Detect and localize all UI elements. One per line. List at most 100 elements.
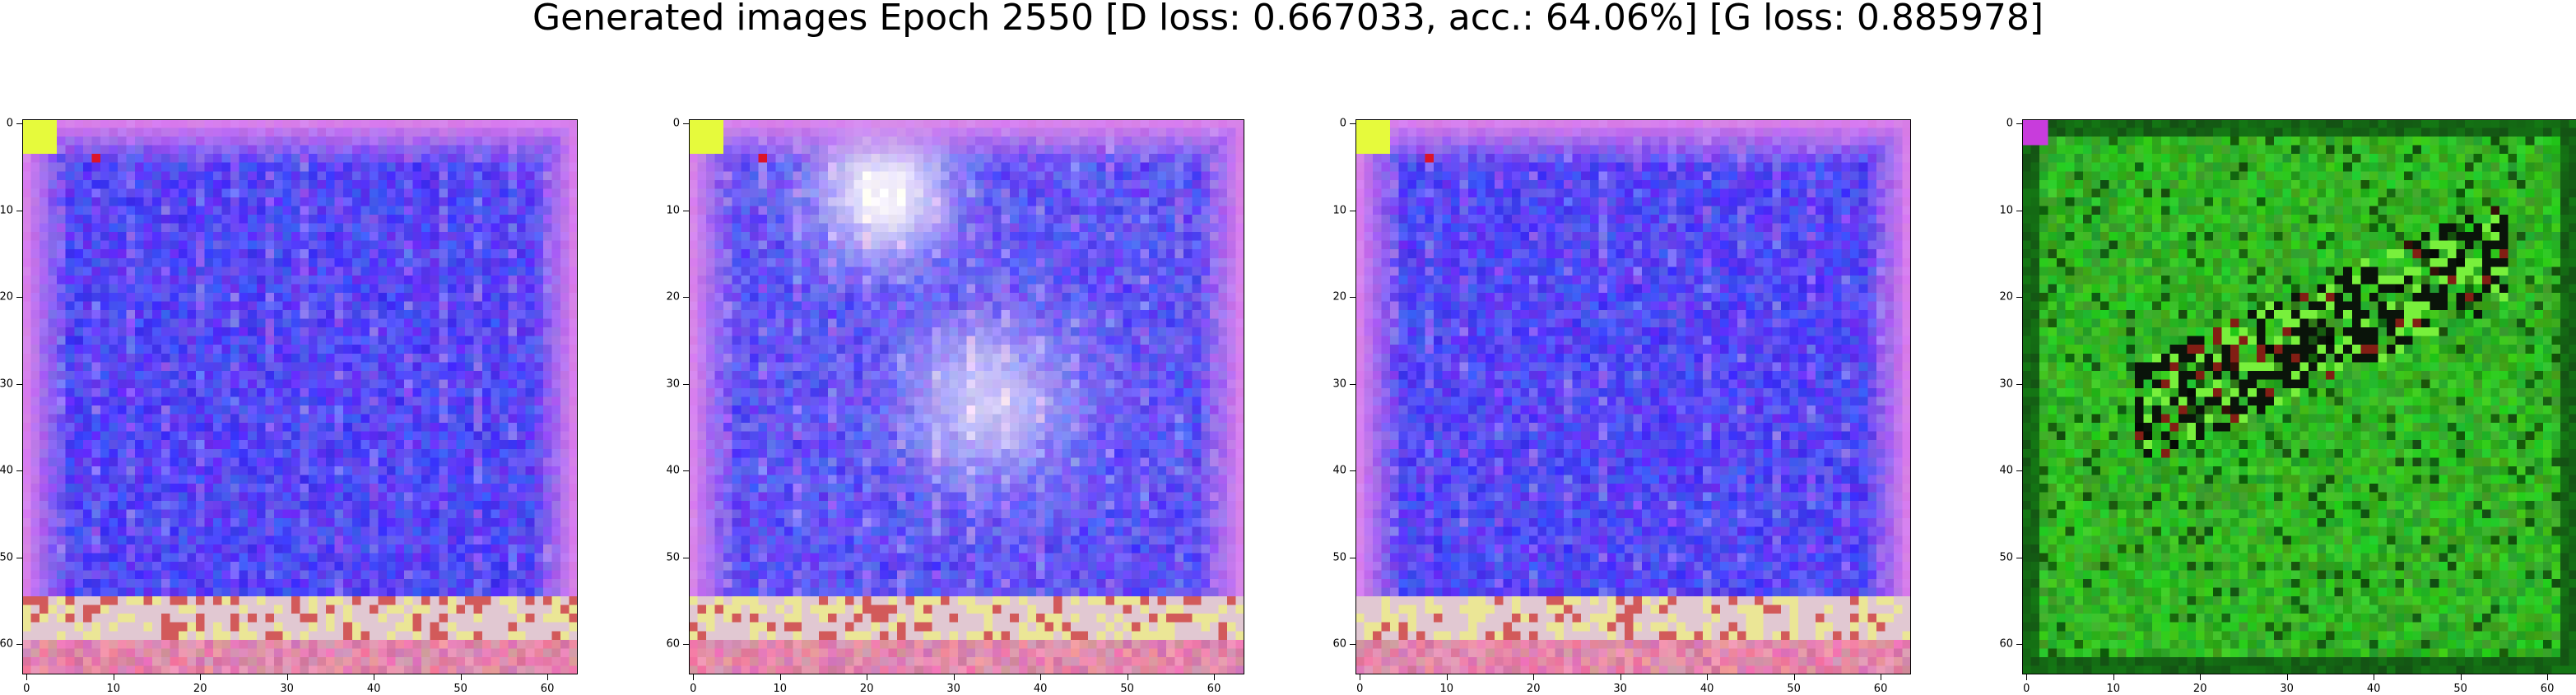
y-tick-mark [683, 383, 689, 385]
x-tick-label: 60 [540, 683, 555, 695]
x-tick-label: 20 [1526, 683, 1541, 695]
generated-image-3-pixels [1355, 119, 1911, 674]
y-tick-label: 60 [0, 637, 13, 651]
y-tick-mark [683, 470, 689, 472]
generated-image-2: 0 10 20 30 40 50 60 0 10 20 30 40 50 60 [666, 118, 1244, 694]
y-tick-label: 50 [0, 551, 13, 564]
y-tick-mark [2016, 383, 2022, 385]
x-tick-mark [547, 674, 549, 680]
y-tick-label: 30 [1332, 378, 1346, 391]
y-tick-mark [1350, 383, 1355, 385]
x-tick-label: 30 [2280, 683, 2294, 695]
y-tick-label: 10 [1999, 204, 2013, 217]
x-tick-label: 40 [2366, 683, 2381, 695]
x-tick-label: 20 [2192, 683, 2207, 695]
x-tick-mark [1620, 674, 1621, 680]
x-tick-label: 10 [1439, 683, 1454, 695]
x-tick-label: 0 [23, 683, 30, 695]
x-tick-label: 50 [2453, 683, 2467, 695]
x-tick-mark [2113, 674, 2114, 680]
y-tick-label: 60 [1332, 637, 1346, 651]
generated-image-2-pixels [689, 119, 1244, 674]
y-tick-label: 30 [666, 378, 680, 391]
x-tick-mark [779, 674, 781, 680]
y-tick-mark [683, 297, 689, 299]
x-tick-label: 40 [1700, 683, 1714, 695]
y-tick-mark [16, 123, 22, 125]
x-tick-mark [460, 674, 462, 680]
x-tick-label: 20 [859, 683, 874, 695]
x-tick-mark [2200, 674, 2202, 680]
x-tick-label: 30 [1613, 683, 1627, 695]
y-tick-label: 0 [1339, 117, 1346, 130]
x-tick-label: 60 [1207, 683, 1221, 695]
x-tick-mark [26, 674, 28, 680]
y-tick-mark [2016, 297, 2022, 299]
y-tick-label: 0 [2006, 117, 2013, 130]
x-tick-label: 40 [1033, 683, 1048, 695]
y-tick-label: 20 [666, 290, 680, 303]
x-tick-mark [2460, 674, 2462, 680]
generated-image-4-pixels [2022, 119, 2576, 674]
x-tick-label: 10 [2106, 683, 2121, 695]
generated-image-4: 0 10 20 30 40 50 60 0 10 20 30 40 50 60 [1999, 118, 2576, 694]
y-tick-mark [683, 123, 689, 125]
x-tick-label: 30 [946, 683, 960, 695]
x-tick-label: 50 [453, 683, 467, 695]
y-tick-mark [1350, 470, 1355, 472]
y-tick-mark [2016, 644, 2022, 646]
y-tick-mark [1350, 644, 1355, 646]
x-tick-label: 10 [106, 683, 121, 695]
generated-image-3: 0 10 20 30 40 50 60 0 10 20 30 40 50 60 [1332, 118, 1911, 694]
y-tick-label: 60 [666, 637, 680, 651]
x-tick-mark [1040, 674, 1042, 680]
generated-image-3-axes-frame [1355, 119, 1911, 674]
generated-image-1: 0 10 20 30 40 50 60 0 10 20 30 40 50 60 [0, 118, 578, 694]
x-tick-mark [1793, 674, 1795, 680]
x-tick-label: 0 [1356, 683, 1364, 695]
x-tick-mark [693, 674, 695, 680]
y-tick-mark [16, 470, 22, 472]
x-tick-label: 60 [2540, 683, 2555, 695]
y-tick-mark [1350, 297, 1355, 299]
x-tick-label: 60 [1873, 683, 1888, 695]
x-tick-mark [200, 674, 202, 680]
x-tick-mark [2026, 674, 2028, 680]
y-tick-mark [2016, 470, 2022, 472]
x-tick-label: 0 [2023, 683, 2030, 695]
y-tick-mark [683, 644, 689, 646]
y-tick-label: 40 [666, 464, 680, 477]
x-tick-mark [2547, 674, 2549, 680]
y-tick-label: 30 [0, 378, 13, 391]
y-tick-mark [16, 644, 22, 646]
generated-image-1-pixels [22, 119, 578, 674]
y-tick-mark [1350, 123, 1355, 125]
x-tick-mark [1446, 674, 1448, 680]
x-tick-label: 10 [773, 683, 788, 695]
generated-image-2-axes-frame [689, 119, 1244, 674]
y-tick-mark [2016, 123, 2022, 125]
x-tick-label: 40 [366, 683, 381, 695]
x-tick-mark [1214, 674, 1216, 680]
y-tick-label: 20 [1332, 290, 1346, 303]
y-tick-label: 10 [1332, 204, 1346, 217]
x-tick-label: 0 [690, 683, 697, 695]
y-tick-label: 10 [666, 204, 680, 217]
y-tick-label: 40 [1999, 464, 2013, 477]
y-tick-label: 50 [1332, 551, 1346, 564]
y-tick-mark [16, 297, 22, 299]
x-tick-mark [1707, 674, 1709, 680]
x-tick-label: 20 [193, 683, 207, 695]
generated-image-4-axes-frame [2022, 119, 2576, 674]
x-tick-mark [286, 674, 288, 680]
y-tick-label: 60 [1999, 637, 2013, 651]
y-tick-label: 40 [0, 464, 13, 477]
y-tick-label: 0 [6, 117, 13, 130]
x-tick-mark [1533, 674, 1535, 680]
x-tick-label: 50 [1787, 683, 1801, 695]
x-tick-mark [953, 674, 955, 680]
y-tick-label: 40 [1332, 464, 1346, 477]
y-tick-label: 20 [0, 290, 13, 303]
y-tick-label: 50 [1999, 551, 2013, 564]
generated-image-1-axes-frame [22, 119, 578, 674]
